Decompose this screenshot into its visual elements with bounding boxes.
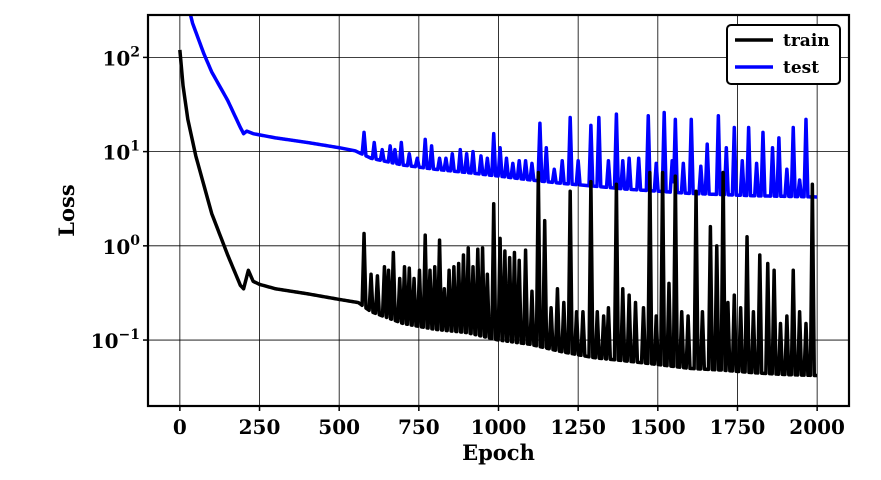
legend-label-test: test xyxy=(783,58,819,78)
series-line-train xyxy=(178,49,818,378)
x-axis-label: Epoch xyxy=(462,440,535,465)
x-tick-label: 500 xyxy=(318,415,360,439)
x-tick-label: 1750 xyxy=(710,415,766,439)
x-tick-label: 250 xyxy=(239,415,281,439)
x-tick-label: 2000 xyxy=(789,415,845,439)
y-tick-label: 100 xyxy=(102,233,140,259)
y-axis-ticks: 10−1100101102103 xyxy=(91,44,148,353)
series-line-test xyxy=(188,15,818,199)
x-tick-label: 1250 xyxy=(550,415,606,439)
x-tick-label: 1500 xyxy=(630,415,686,439)
legend: train test xyxy=(726,24,841,85)
x-tick-label: 1000 xyxy=(471,415,527,439)
x-tick-label: 0 xyxy=(173,415,187,439)
y-axis-label: Loss xyxy=(54,184,79,236)
x-axis-ticks: 0 250 500 750 1000 1250 1500 1750 2000 xyxy=(173,406,845,439)
x-tick-label: 750 xyxy=(398,415,440,439)
legend-label-train: train xyxy=(783,31,830,51)
y-tick-label: 102 xyxy=(102,44,140,70)
y-tick-label: 10−1 xyxy=(91,327,140,353)
series-layer xyxy=(178,15,818,378)
y-tick-label: 101 xyxy=(102,139,140,165)
